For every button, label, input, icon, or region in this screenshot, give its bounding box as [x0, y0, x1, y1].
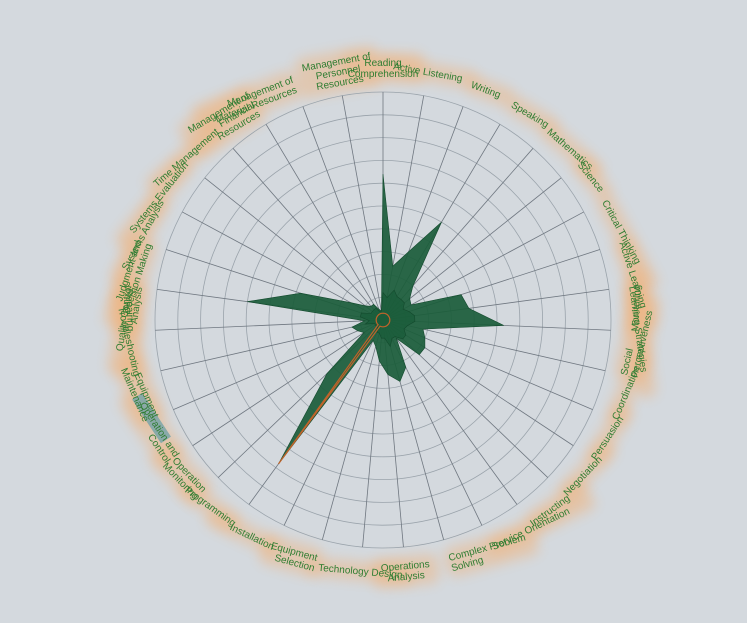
axis-spoke	[382, 177, 562, 321]
label-glow	[191, 70, 302, 134]
axis-spoke	[204, 177, 384, 321]
axis-label: Operations	[380, 559, 430, 574]
axis-spoke	[382, 319, 518, 505]
label-glow-shape	[443, 526, 539, 577]
label-glow-shape	[606, 350, 650, 424]
series-3-area	[278, 312, 391, 465]
label-glow	[573, 157, 613, 201]
axis-label-group: Repairing	[123, 288, 136, 331]
label-glow	[506, 96, 558, 135]
label-glow-shape	[573, 157, 613, 201]
label-glow	[614, 292, 661, 382]
axis-spoke	[232, 148, 384, 321]
label-glow-shape	[614, 292, 661, 382]
label-glow	[294, 45, 382, 99]
axis-spoke	[155, 319, 384, 331]
label-glow	[443, 526, 539, 577]
axis-spoke	[302, 106, 384, 321]
label-glow-shape	[294, 45, 382, 99]
axis-label: Comprehension	[348, 69, 419, 80]
axis-label: Analysis	[387, 570, 425, 584]
label-glow	[378, 55, 478, 89]
label-glow-layer	[103, 45, 661, 589]
axis-label: Analysis	[129, 286, 145, 324]
axis-spoke	[182, 211, 384, 321]
axis-spoke	[192, 319, 384, 446]
axis-spoke	[173, 319, 384, 410]
label-glow	[606, 350, 650, 424]
label-highlight-box	[132, 392, 171, 444]
axis-spoke	[382, 211, 584, 321]
label-glow-shape	[378, 55, 478, 89]
label-glow-shape	[191, 70, 302, 134]
label-glow-shape	[466, 76, 515, 107]
label-glow	[307, 557, 413, 585]
axis-label-group: Monitoring	[630, 284, 643, 331]
axis-spoke	[160, 319, 384, 372]
radar-series-layer	[247, 174, 504, 465]
axis-label: Repairing	[123, 288, 136, 331]
axis-spoke	[321, 319, 384, 540]
label-glow	[103, 235, 157, 331]
axis-label: Reading	[364, 58, 401, 69]
axis-label: Monitoring	[630, 284, 643, 331]
label-glow-shape	[307, 557, 413, 585]
label-glow-shape	[103, 235, 157, 331]
axis-spoke	[265, 124, 384, 321]
axis-spoke	[341, 95, 384, 321]
label-glow	[466, 76, 515, 107]
axis-spoke	[283, 319, 384, 526]
series-2-area	[360, 289, 416, 348]
label-glow-shape	[506, 96, 558, 135]
